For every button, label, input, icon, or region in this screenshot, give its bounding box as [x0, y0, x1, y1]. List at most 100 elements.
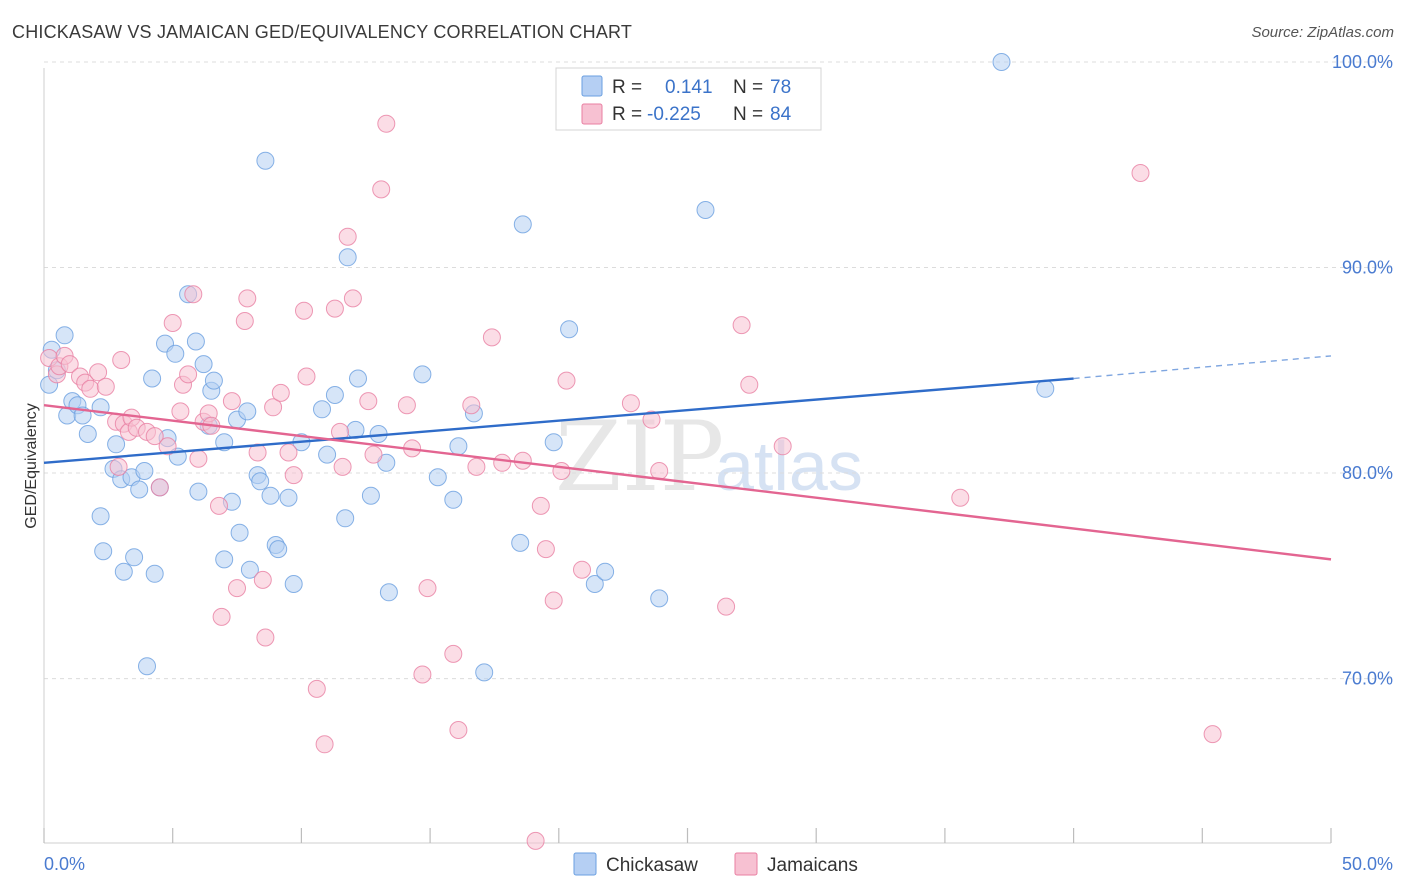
watermark: ZIP atlas — [555, 401, 863, 513]
jamaicans-point — [493, 453, 512, 472]
jamaicans-point — [573, 560, 591, 579]
chickasaw-point — [313, 400, 331, 419]
chickasaw-point — [256, 151, 275, 170]
y-tick-label: 80.0% — [1342, 463, 1393, 483]
jamaicans-point — [467, 457, 486, 476]
jamaicans-point — [81, 379, 100, 398]
chickasaw-point — [251, 472, 270, 491]
legend-r-value: 0.141 — [665, 77, 713, 98]
chickasaw-point — [318, 445, 337, 464]
jamaicans-point — [295, 301, 313, 320]
jamaicans-point — [163, 314, 182, 332]
chickasaw-point — [413, 365, 432, 384]
x-tick-label: 50.0% — [1342, 854, 1393, 874]
jamaicans-point — [279, 443, 298, 462]
y-axis-label: GED/Equivalency — [23, 403, 40, 528]
jamaicans-point — [96, 377, 115, 396]
scatter-points — [40, 53, 1222, 850]
jamaicans-point — [256, 628, 275, 647]
chickasaw-point — [544, 433, 563, 452]
legend-r-label: R = — [612, 104, 642, 125]
chart-title: CHICKASAW VS JAMAICAN GED/EQUIVALENCY CO… — [12, 22, 633, 42]
jamaicans-point — [271, 383, 290, 402]
chickasaw-point — [336, 509, 355, 528]
chickasaw-point — [166, 344, 185, 363]
chickasaw-point — [261, 486, 280, 505]
jamaicans-point — [60, 355, 79, 374]
legend-n-value: 78 — [770, 77, 791, 98]
series-legend: Chickasaw Jamaicans — [573, 852, 858, 876]
jamaicans-point — [315, 735, 334, 754]
jamaicans-point — [297, 367, 316, 386]
chickasaw-point — [596, 562, 615, 581]
chickasaw-point — [379, 583, 398, 602]
chickasaw-point — [361, 486, 380, 505]
chickasaw-point — [650, 589, 669, 608]
jamaicans-point — [557, 371, 576, 390]
jamaicans-point — [397, 396, 416, 415]
y-tick-label: 90.0% — [1342, 258, 1393, 278]
chickasaw-point — [269, 540, 288, 559]
chickasaw-point — [125, 548, 144, 567]
chickasaw-point — [55, 326, 74, 345]
jamaicans-point — [650, 462, 669, 480]
jamaicans-point — [740, 375, 759, 394]
chickasaw-point — [279, 488, 298, 507]
x-tick-label: 0.0% — [44, 854, 85, 874]
y-tick-label: 100.0% — [1332, 52, 1393, 72]
jamaicans-point — [253, 570, 272, 589]
source-label: Source: ZipAtlas.com — [1251, 24, 1394, 41]
jamaicans-point — [621, 394, 640, 413]
jamaicans-point — [333, 457, 352, 476]
gridlines: 70.0% 80.0% 90.0% 100.0% — [44, 52, 1393, 689]
legend-swatch-jamaicans — [581, 103, 603, 125]
chickasaw-point — [377, 453, 396, 472]
legend-swatch-chickasaw — [581, 75, 603, 97]
jamaicans-point — [717, 597, 736, 616]
chickasaw-point — [349, 369, 367, 388]
jamaicans-point — [552, 462, 571, 480]
jamaicans-point — [171, 402, 190, 421]
chickasaw-point — [338, 248, 357, 267]
legend-swatch-jamaicans — [734, 852, 758, 876]
chickasaw-point — [428, 468, 447, 487]
legend-label-chickasaw: Chickasaw — [606, 855, 698, 876]
jamaicans-point — [462, 396, 481, 415]
jamaicans-point — [372, 180, 391, 199]
jamaicans-point — [951, 488, 970, 507]
correlation-legend: R = 0.141 N = 78 R = -0.225 N = 84 — [555, 67, 822, 131]
chickasaw-point — [449, 437, 468, 456]
jamaicans-point — [238, 289, 257, 308]
axes: 0.0% 50.0% — [43, 68, 1393, 874]
chickasaw-point — [240, 560, 259, 579]
jamaicans-point — [732, 316, 751, 335]
chickasaw-point — [204, 371, 223, 390]
chickasaw-point — [215, 433, 234, 452]
chickasaw-point — [513, 215, 532, 234]
jamaicans-point — [482, 328, 501, 347]
chickasaw-point — [325, 386, 344, 404]
jamaicans-trend-line — [43, 404, 1332, 561]
chickasaw-point — [189, 482, 208, 501]
chickasaw-trend-extension — [1073, 355, 1332, 380]
jamaicans-point — [377, 114, 396, 133]
jamaicans-point — [284, 466, 303, 485]
jamaicans-point — [145, 427, 164, 446]
jamaicans-point — [222, 392, 241, 411]
chickasaw-point — [135, 462, 154, 480]
chickasaw-point — [143, 369, 162, 388]
jamaicans-point — [359, 392, 378, 411]
jamaicans-point — [228, 579, 246, 598]
chickasaw-point — [194, 355, 213, 374]
jamaicans-point — [248, 443, 267, 462]
jamaicans-point — [364, 445, 383, 464]
jamaicans-point — [773, 437, 792, 456]
legend-n-label: N = — [733, 77, 763, 98]
chickasaw-point — [1036, 379, 1055, 398]
chickasaw-point — [511, 533, 530, 552]
jamaicans-point — [158, 437, 177, 456]
chickasaw-point — [186, 332, 205, 351]
jamaicans-point — [307, 679, 326, 698]
chickasaw-point — [91, 507, 110, 526]
